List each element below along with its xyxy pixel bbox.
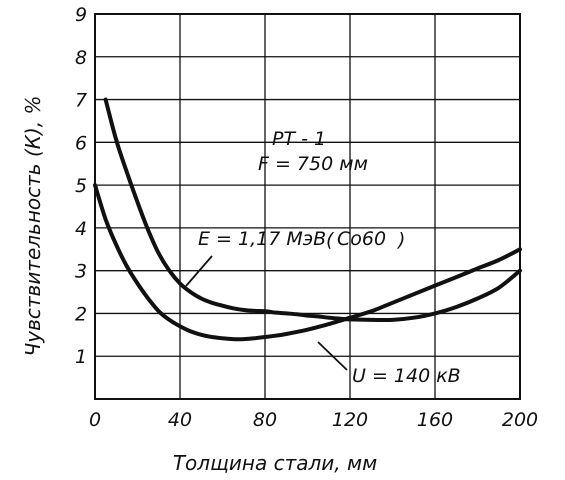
annotation-paren-close: ) — [396, 229, 405, 251]
y-tick-label-0: 1 — [75, 346, 87, 368]
y-tick-label-7: 8 — [75, 47, 87, 69]
annotation-focus-distance: F = 750 мм — [258, 153, 368, 175]
annotation-paren-open: ( — [326, 229, 335, 251]
plot-frame — [94, 13, 521, 400]
y-tick-label-4: 5 — [75, 175, 87, 197]
annotation-voltage: U = 140 кВ — [352, 365, 461, 387]
y-tick-label-5: 6 — [75, 132, 87, 154]
x-tick-label-2: 80 — [253, 409, 277, 431]
annotation-isotope: Co60 — [337, 228, 386, 250]
x-tick-label-3: 120 — [332, 409, 368, 431]
x-tick-label-4: 160 — [417, 409, 453, 431]
annotation-rt1: РТ - 1 — [272, 128, 326, 150]
y-tick-label-1: 2 — [75, 303, 87, 325]
y-tick-label-3: 4 — [75, 218, 87, 240]
annotation-energy-group: E = 1,17 МэВ ( Co60 ) — [198, 228, 405, 251]
y-axis-label: Чувствительность (К), % — [21, 96, 45, 357]
leader-voltage — [317, 341, 348, 371]
curves-layer — [93, 97, 522, 342]
x-tick-label-5: 200 — [502, 409, 538, 431]
y-tick-label-2: 3 — [75, 261, 87, 283]
annotation-energy: E = 1,17 МэВ — [198, 228, 326, 250]
y-tick-label-6: 7 — [75, 90, 87, 112]
x-axis-label: Толщина стали, мм — [173, 451, 377, 475]
series-line-1 — [93, 183, 522, 342]
leader-energy — [185, 255, 213, 287]
y-tick-label-8: 9 — [75, 4, 87, 26]
x-tick-label-0: 0 — [89, 409, 101, 431]
ticks-layer: 0 40 80 120 160 200 1 2 3 4 5 6 7 8 9 — [75, 4, 538, 431]
grid-layer — [95, 14, 520, 399]
series-line-0 — [103, 97, 522, 323]
x-tick-label-1: 40 — [168, 409, 192, 431]
